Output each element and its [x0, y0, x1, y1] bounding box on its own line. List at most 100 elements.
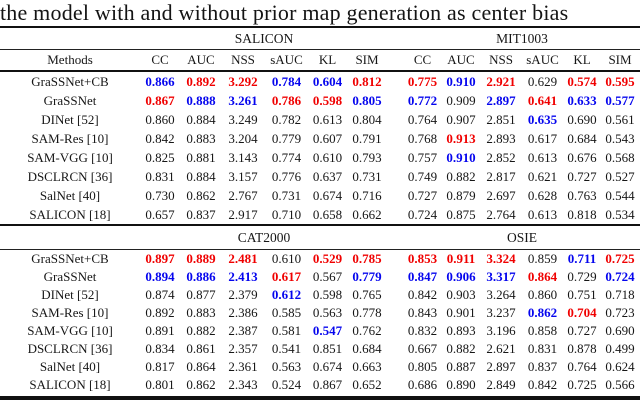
group-gap: [388, 186, 404, 205]
group-gap: [388, 358, 404, 376]
group-gap: [388, 27, 405, 50]
value-cell: 2.852: [486, 149, 516, 165]
value-cell: 0.860: [527, 287, 558, 302]
value-cell: 0.577: [605, 92, 635, 108]
value-cell: 0.913: [446, 130, 476, 146]
value-cell: 0.598: [312, 287, 343, 302]
group-header-mit1003: MIT1003: [404, 27, 640, 50]
value-cell: 0.801: [145, 377, 175, 392]
method-cell: SALICON [18]: [29, 377, 111, 392]
value-cell: 2.851: [486, 111, 516, 127]
group-gap: [388, 110, 404, 129]
value-cell: 0.723: [605, 305, 635, 320]
value-cell: 0.786: [271, 92, 302, 108]
value-cell: 2.817: [486, 168, 516, 184]
method-cell: GraSSNet+CB: [31, 251, 109, 266]
value-cell: 0.874: [145, 287, 175, 302]
value-cell: 3.237: [486, 305, 516, 320]
group-header-spacer: [0, 27, 140, 50]
value-cell: 0.524: [271, 377, 302, 392]
method-cell: SAM-Res [10]: [31, 130, 109, 146]
value-cell: 0.893: [446, 323, 476, 338]
value-cell: 0.847: [407, 269, 438, 284]
value-cell: 2.764: [486, 206, 516, 222]
method-cell: DSCLRCN [36]: [27, 341, 113, 356]
value-cell: 0.832: [407, 323, 438, 338]
value-cell: 0.667: [407, 341, 438, 356]
value-cell: 2.357: [228, 341, 258, 356]
value-cell: 0.718: [605, 287, 635, 302]
value-cell: 0.875: [446, 206, 476, 222]
table-bottom-double-rule: [0, 396, 640, 400]
value-cell: 0.547: [312, 323, 343, 338]
value-cell: 0.906: [446, 269, 476, 284]
value-cell: 0.805: [352, 92, 382, 108]
value-cell: 2.386: [228, 305, 258, 320]
group-header-osie: OSIE: [404, 226, 640, 250]
table-row: SAM-Res [10] 0.892 0.883 2.386 0.585 0.563 0.7…: [0, 304, 640, 322]
value-cell: 0.897: [145, 251, 175, 266]
value-cell: 3.249: [228, 111, 258, 127]
value-cell: 0.859: [527, 251, 558, 266]
value-cell: 0.727: [567, 323, 597, 338]
value-cell: 0.567: [312, 269, 343, 284]
value-cell: 0.886: [186, 269, 216, 284]
value-cell: 0.911: [446, 251, 476, 266]
value-cell: 0.883: [186, 130, 216, 146]
table-row: SAM-VGG [10] 0.825 0.881 3.143 0.774 0.610 0.7…: [0, 148, 640, 167]
table-row: DSCLRCN [36] 0.831 0.884 3.157 0.776 0.637 0.7…: [0, 167, 640, 186]
value-cell: 0.581: [271, 323, 302, 338]
group-header-spacer: [0, 226, 140, 250]
value-cell: 0.604: [312, 73, 343, 89]
value-cell: 0.910: [446, 149, 476, 165]
value-cell: 2.361: [228, 359, 258, 374]
value-cell: 0.633: [567, 92, 597, 108]
group-gap: [388, 129, 404, 148]
value-cell: 0.657: [145, 206, 175, 222]
value-cell: 0.662: [352, 206, 382, 222]
table-row: SALICON [18] 0.657 0.837 2.917 0.710 0.658 0.6…: [0, 205, 640, 225]
metric-header-sauc: sAUC: [521, 49, 565, 72]
value-cell: 0.749: [407, 168, 438, 184]
value-cell: 0.658: [312, 206, 343, 222]
metric-header-auc: AUC: [180, 49, 222, 72]
value-cell: 0.851: [312, 341, 343, 356]
value-cell: 0.831: [527, 341, 558, 356]
group-gap: [388, 226, 405, 250]
value-cell: 0.774: [271, 149, 302, 165]
value-cell: 0.637: [312, 168, 343, 184]
value-cell: 0.561: [605, 111, 635, 127]
value-cell: 0.762: [352, 323, 382, 338]
value-cell: 0.566: [605, 377, 635, 392]
value-cell: 2.379: [228, 287, 258, 302]
value-cell: 0.716: [352, 187, 382, 203]
value-cell: 3.204: [228, 130, 258, 146]
value-cell: 0.877: [186, 287, 216, 302]
group-gap: [388, 304, 404, 322]
methods-column-header: Methods: [0, 49, 140, 72]
value-cell: 0.793: [352, 149, 382, 165]
value-cell: 0.628: [527, 187, 558, 203]
value-cell: 0.731: [271, 187, 302, 203]
value-cell: 3.143: [228, 149, 258, 165]
group-gap: [388, 340, 404, 358]
value-cell: 3.317: [486, 269, 516, 284]
metric-header-sauc: sAUC: [264, 49, 309, 72]
value-cell: 0.805: [407, 359, 438, 374]
value-cell: 0.785: [352, 251, 382, 266]
value-cell: 0.910: [446, 73, 476, 89]
group-gap: [388, 205, 404, 225]
table-row: SalNet [40] 0.817 0.864 2.361 0.563 0.674 0.66…: [0, 358, 640, 376]
value-cell: 0.613: [527, 206, 558, 222]
metric-header-cc: CC: [140, 49, 180, 72]
group-gap: [388, 322, 404, 340]
value-cell: 0.527: [605, 168, 635, 184]
table-row: SAM-Res [10] 0.842 0.883 3.204 0.779 0.607 0.7…: [0, 129, 640, 148]
value-cell: 0.598: [312, 92, 343, 108]
value-cell: 3.196: [486, 323, 516, 338]
metric-header-sim: SIM: [600, 49, 640, 72]
metric-header-row: Methods CC AUC NSS sAUC KL SIM CC AUC NSS sAUC KL SI…: [0, 49, 640, 72]
value-cell: 0.764: [407, 111, 438, 127]
value-cell: 0.534: [605, 206, 635, 222]
value-cell: 0.861: [186, 341, 216, 356]
